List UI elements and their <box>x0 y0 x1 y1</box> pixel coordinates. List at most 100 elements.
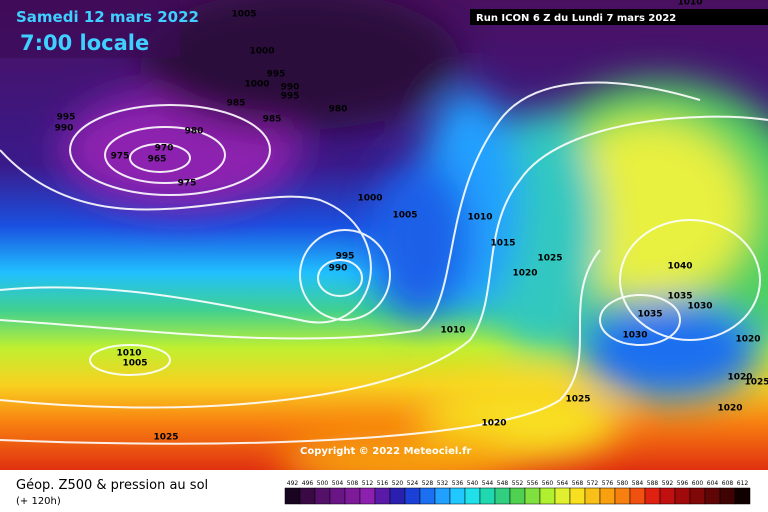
isobar-label: 1035 <box>667 292 692 302</box>
scale-label: 572 <box>587 480 599 487</box>
isobar-label: 1030 <box>687 302 712 312</box>
scale-label: 552 <box>512 480 524 487</box>
isobar-label: 995 <box>336 252 355 262</box>
isobar-label: 1030 <box>622 331 647 341</box>
scale-cell <box>719 487 736 505</box>
isobar-label: 990 <box>281 83 300 93</box>
isobar-label: 975 <box>178 179 197 189</box>
scale-cell <box>419 487 436 505</box>
scale-label: 540 <box>467 480 479 487</box>
scale-label: 564 <box>557 480 569 487</box>
isobar-label: 1000 <box>357 194 382 204</box>
scale-label: 596 <box>677 480 689 487</box>
scale-cell <box>629 487 646 505</box>
isobar-label: 1020 <box>512 269 537 279</box>
isobar-label: 980 <box>329 105 348 115</box>
isobar-label: 1040 <box>667 262 692 272</box>
isobar-label: 975 <box>111 152 130 162</box>
color-scale: 492 496 500 504 508 512 516 520 524 528 532 536 540 5… <box>284 480 751 505</box>
scale-cell <box>509 487 526 505</box>
scale-cell <box>434 487 451 505</box>
scale-label: 600 <box>692 480 704 487</box>
scale-label: 548 <box>497 480 509 487</box>
isobar-label: 995 <box>267 70 286 80</box>
scale-label: 516 <box>377 480 389 487</box>
isobar-label: 1005 <box>392 211 417 221</box>
scale-label: 576 <box>602 480 614 487</box>
isobar-label: 1005 <box>231 10 256 20</box>
scale-cell <box>494 487 511 505</box>
scale-label: 592 <box>662 480 674 487</box>
time: 7:00 locale <box>20 31 149 55</box>
scale-label: 556 <box>527 480 539 487</box>
scale-cell <box>599 487 616 505</box>
scale-label: 608 <box>722 480 734 487</box>
scale-cell <box>374 487 391 505</box>
scale-cell <box>644 487 661 505</box>
isobar-label: 995 <box>281 92 300 102</box>
isobar-label: 1010 <box>116 349 141 359</box>
isobar-label: 1010 <box>467 213 492 223</box>
scale-cell <box>524 487 541 505</box>
scale-cell <box>464 487 481 505</box>
isobar-label: 1000 <box>244 80 269 90</box>
field <box>0 0 768 490</box>
isobar-label: 1020 <box>717 404 742 414</box>
scale-label: 500 <box>317 480 329 487</box>
isobar-label: 1025 <box>565 395 590 405</box>
isobar-label: 970 <box>155 144 174 154</box>
scale-label: 560 <box>542 480 554 487</box>
isobar-label: 1025 <box>744 378 768 388</box>
scale-label: 496 <box>302 480 314 487</box>
scale-label: 492 <box>287 480 299 487</box>
scale-cell <box>539 487 556 505</box>
isobar-label: 965 <box>148 155 167 165</box>
isobars <box>0 81 768 445</box>
scale-cell <box>674 487 691 505</box>
isobar-label: 985 <box>227 99 246 109</box>
scale-cell <box>614 487 631 505</box>
scale-label: 524 <box>407 480 419 487</box>
scale-label: 508 <box>347 480 359 487</box>
scale-label: 512 <box>362 480 374 487</box>
scale-cell <box>479 487 496 505</box>
isobar-label: 1000 <box>249 47 274 57</box>
scale-cell <box>344 487 361 505</box>
isobar-label: 995 <box>57 113 76 123</box>
run-box <box>470 9 768 25</box>
scale-label: 604 <box>707 480 719 487</box>
isobar-label: 1020 <box>727 373 752 383</box>
isobar-label: 1010 <box>440 326 465 336</box>
copyright: Copyright © 2022 Meteociel.fr <box>300 446 471 457</box>
isobar-label: 1035 <box>637 310 662 320</box>
scale-label: 544 <box>482 480 494 487</box>
run-info: Run ICON 6 Z du Lundi 7 mars 2022 <box>476 13 676 24</box>
isobar-label: 1020 <box>735 335 760 345</box>
scale-cell <box>404 487 421 505</box>
scale-label: 612 <box>737 480 749 487</box>
scale-label: 580 <box>617 480 629 487</box>
scale-cell <box>554 487 571 505</box>
date: Samedi 12 mars 2022 <box>16 8 199 26</box>
scale-label: 532 <box>437 480 449 487</box>
isobar-label: 1025 <box>153 433 178 443</box>
scale-label: 504 <box>332 480 344 487</box>
isobar-label: 1015 <box>490 239 515 249</box>
header-bg <box>0 0 180 58</box>
isobar-label: 990 <box>329 264 348 274</box>
scale-cell <box>659 487 676 505</box>
scale-cell <box>569 487 586 505</box>
isobar-label: 1020 <box>481 419 506 429</box>
scale-cell <box>329 487 346 505</box>
scale-label: 520 <box>392 480 404 487</box>
scale-cell <box>389 487 406 505</box>
scale-cell <box>449 487 466 505</box>
footer-title: Géop. Z500 & pression au sol <box>16 478 208 493</box>
isobar-label: 1005 <box>122 359 147 369</box>
scale-cell <box>359 487 376 505</box>
scale-label: 536 <box>452 480 464 487</box>
scale-cell <box>704 487 721 505</box>
